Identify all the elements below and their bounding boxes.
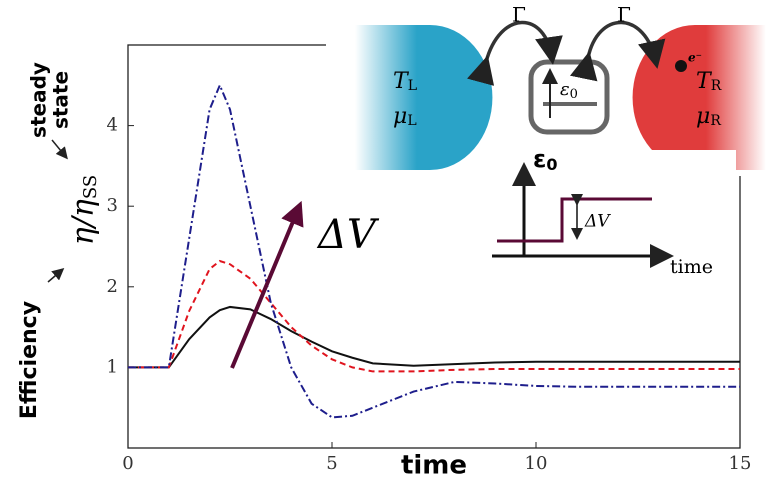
trend-label: ΔV bbox=[316, 212, 380, 258]
right-reservoir bbox=[632, 25, 766, 170]
y-axis-label: η/ηSS bbox=[66, 175, 101, 245]
efficiency-label: Efficiency bbox=[17, 301, 42, 419]
series-line bbox=[128, 259, 740, 373]
annotations: ΔV Efficiency steady state η/ηSS time bbox=[17, 62, 467, 480]
gamma-label: Γ bbox=[512, 3, 526, 27]
y-tick-label: 2 bbox=[107, 276, 118, 297]
x-axis-label: time bbox=[401, 451, 467, 481]
y-tick-label: 1 bbox=[107, 356, 118, 377]
subscript: 0 bbox=[570, 87, 578, 102]
trend-arrow bbox=[230, 200, 304, 369]
state-label: state bbox=[49, 71, 73, 129]
series-line bbox=[128, 305, 740, 369]
symbol: μ bbox=[696, 104, 710, 129]
x-tick-label: 0 bbox=[122, 453, 133, 474]
dot-level-label: ε0 bbox=[560, 79, 578, 102]
tunnel-arrow bbox=[569, 20, 666, 82]
subscript: R bbox=[710, 113, 721, 129]
symbol: η/η bbox=[66, 199, 101, 245]
gamma-label: Γ bbox=[617, 3, 631, 27]
electron bbox=[675, 60, 687, 72]
subscript: L bbox=[408, 78, 417, 94]
symbol: T bbox=[393, 69, 410, 94]
left-temperature: TL bbox=[393, 69, 417, 94]
pointer bbox=[47, 268, 65, 283]
left-potential: μL bbox=[393, 104, 417, 129]
level-axis-label: ε0 bbox=[533, 145, 558, 174]
steady-label: steady bbox=[27, 62, 51, 138]
subscript: SS bbox=[80, 175, 101, 199]
step-label: ΔV bbox=[584, 212, 611, 232]
level-schematic: ε0 ΔV time bbox=[486, 145, 736, 284]
symbol: μ bbox=[393, 104, 407, 129]
subscript: L bbox=[407, 113, 416, 129]
right-potential: μR bbox=[696, 104, 721, 129]
series-line bbox=[128, 82, 740, 419]
subscript: R bbox=[711, 78, 722, 94]
y-tick-label: 4 bbox=[107, 115, 118, 136]
x-tick-label: 15 bbox=[729, 453, 752, 474]
inset: Γ Γ TL μL TR μR ε0 e⁻ bbox=[326, 0, 766, 176]
tunnel-arrow bbox=[467, 20, 563, 86]
electron-label: e⁻ bbox=[688, 51, 702, 65]
x-tick-label: 5 bbox=[326, 453, 337, 474]
symbol: ε bbox=[533, 145, 546, 173]
subscript: 0 bbox=[546, 155, 557, 174]
step-profile bbox=[497, 197, 652, 243]
symbol: ε bbox=[560, 79, 570, 100]
symbol: T bbox=[696, 69, 713, 94]
left-reservoir bbox=[355, 25, 493, 170]
y-tick-label: 3 bbox=[107, 195, 118, 216]
x-tick-label: 10 bbox=[525, 453, 548, 474]
time-axis-label: time bbox=[670, 256, 713, 278]
right-temperature: TR bbox=[696, 69, 722, 94]
pointer bbox=[51, 139, 68, 160]
